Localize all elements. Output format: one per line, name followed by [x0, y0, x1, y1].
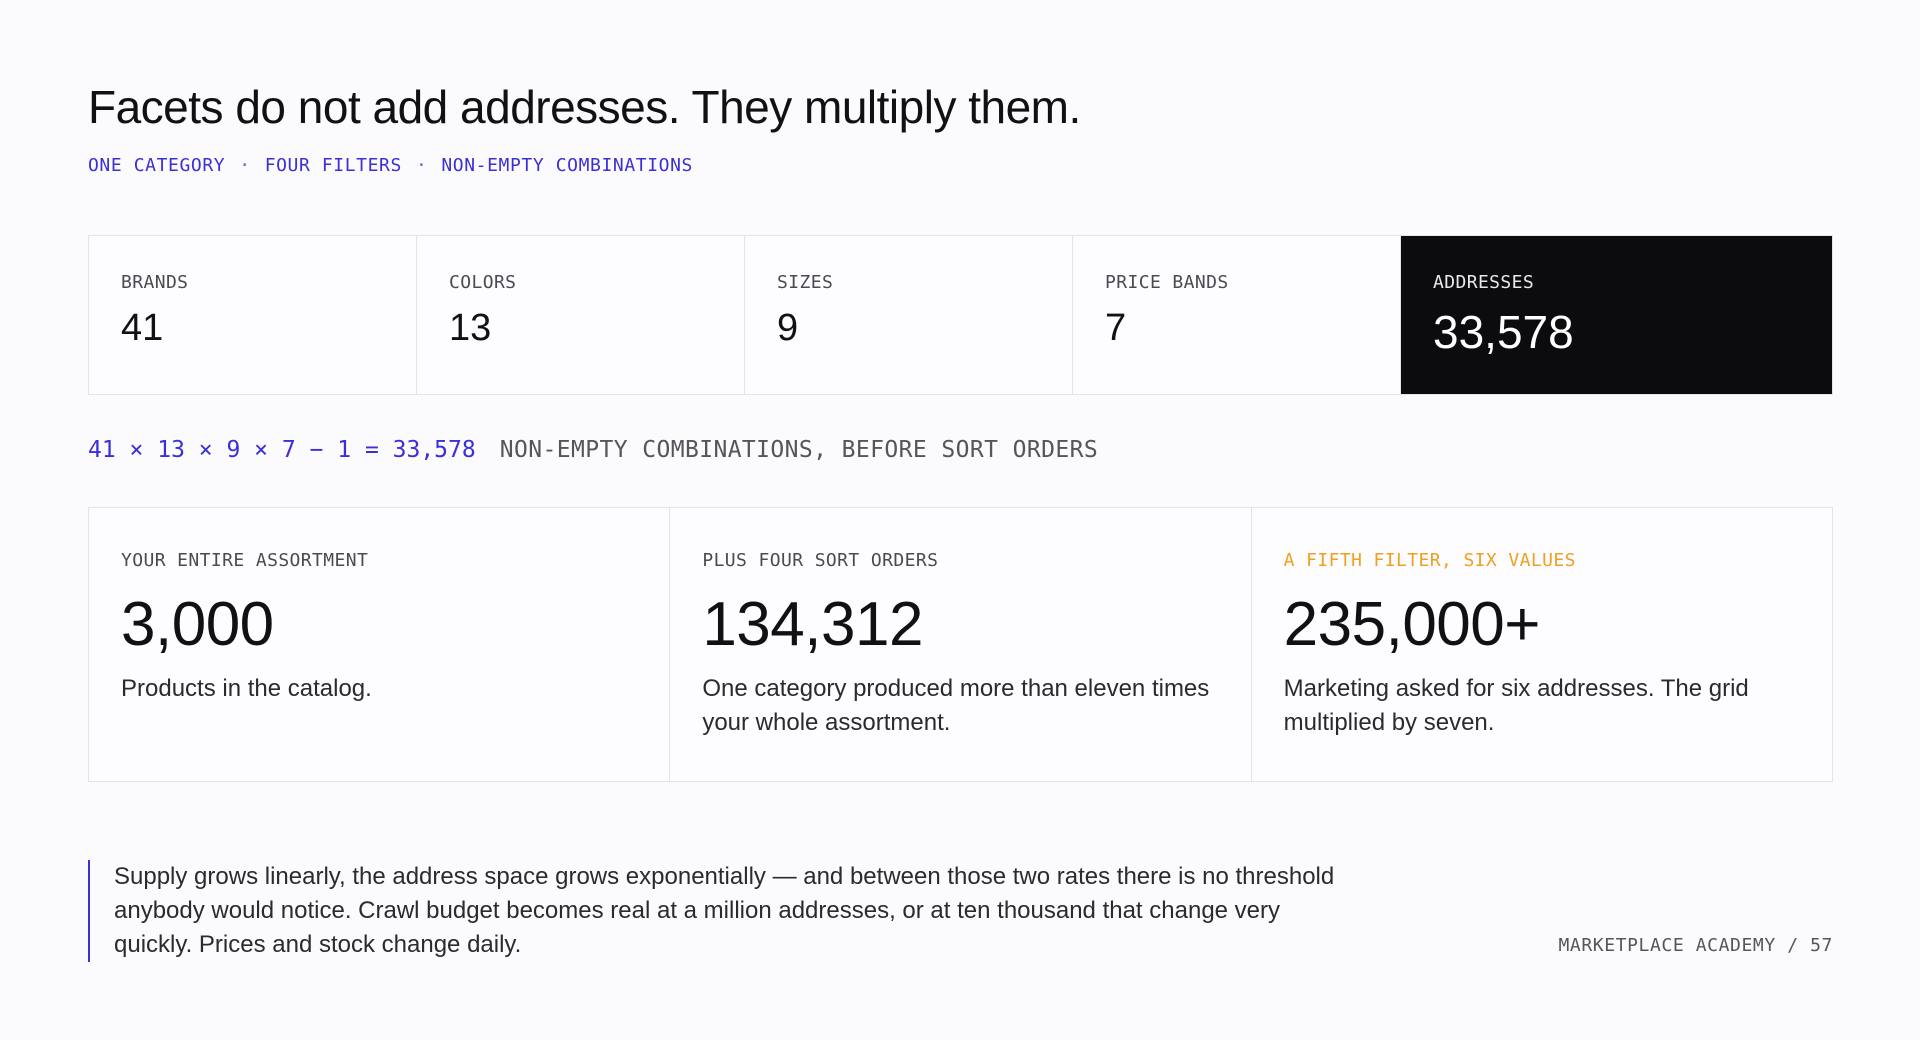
subtitle-separator: ·	[415, 155, 428, 176]
facet-strip: BRANDS 41 COLORS 13 SIZES 9 PRICE BANDS …	[88, 235, 1833, 395]
stat-label-accent: A FIFTH FILTER, SIX VALUES	[1283, 550, 1576, 571]
stat-value: 134,312	[702, 590, 923, 659]
facet-value: 41	[121, 307, 164, 349]
page-title: Facets do not add addresses. They multip…	[88, 81, 1081, 133]
stat-description: One category produced more than eleven t…	[702, 675, 1210, 736]
stat-card-fifth-filter: A FIFTH FILTER, SIX VALUES 235,000+ Mark…	[1252, 508, 1832, 781]
facet-card-brands: BRANDS 41	[89, 236, 417, 394]
formula-expression: 41 × 13 × 9 × 7 − 1 = 33,578	[88, 437, 476, 463]
facet-value: 7	[1105, 307, 1127, 349]
stat-description: Marketing asked for six addresses. The g…	[1283, 675, 1749, 736]
facet-card-price-bands: PRICE BANDS 7	[1073, 236, 1401, 394]
facet-card-colors: COLORS 13	[417, 236, 745, 394]
stat-label: PLUS FOUR SORT ORDERS	[702, 550, 939, 571]
pull-quote: Supply grows linearly, the address space…	[88, 860, 1348, 962]
stat-description: Products in the catalog.	[121, 675, 372, 702]
subtitle-part-filters: FOUR FILTERS	[264, 155, 402, 176]
addresses-value: 33,578	[1433, 306, 1574, 358]
addresses-label: ADDRESSES	[1433, 272, 1535, 293]
subtitle-separator: ·	[239, 155, 251, 176]
addresses-total-card: ADDRESSES 33,578	[1401, 236, 1832, 394]
facet-card-sizes: SIZES 9	[745, 236, 1073, 394]
facet-label: BRANDS	[121, 272, 189, 293]
facet-label: PRICE BANDS	[1105, 272, 1229, 293]
stat-label: YOUR ENTIRE ASSORTMENT	[121, 550, 369, 571]
stat-card-assortment: YOUR ENTIRE ASSORTMENT 3,000 Products in…	[89, 508, 671, 781]
stat-card-sort-orders: PLUS FOUR SORT ORDERS 134,312 One catego…	[670, 508, 1252, 781]
stat-value: 3,000	[121, 590, 274, 659]
stats-panel: YOUR ENTIRE ASSORTMENT 3,000 Products in…	[88, 507, 1833, 782]
footer-page-label: MARKETPLACE ACADEMY / 57	[1558, 935, 1833, 956]
facet-value: 13	[449, 307, 492, 349]
facet-value: 9	[777, 307, 799, 349]
facet-label: SIZES	[777, 272, 834, 293]
facet-label: COLORS	[449, 272, 517, 293]
subtitle-part-category: ONE CATEGORY	[88, 155, 226, 176]
formula-note: NON-EMPTY COMBINATIONS, BEFORE SORT ORDE…	[499, 437, 1099, 463]
subtitle-part-combinations: NON-EMPTY COMBINATIONS	[441, 155, 693, 176]
formula-line: 41 × 13 × 9 × 7 − 1 = 33,578 NON-EMPTY C…	[88, 437, 1098, 463]
subtitle: ONE CATEGORY · FOUR FILTERS · NON-EMPTY …	[88, 155, 693, 176]
stat-value: 235,000+	[1283, 590, 1541, 659]
